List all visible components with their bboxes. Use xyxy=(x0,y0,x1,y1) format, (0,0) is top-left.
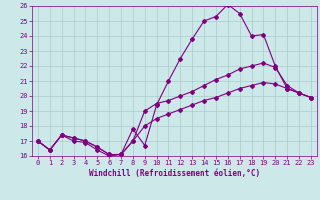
X-axis label: Windchill (Refroidissement éolien,°C): Windchill (Refroidissement éolien,°C) xyxy=(89,169,260,178)
